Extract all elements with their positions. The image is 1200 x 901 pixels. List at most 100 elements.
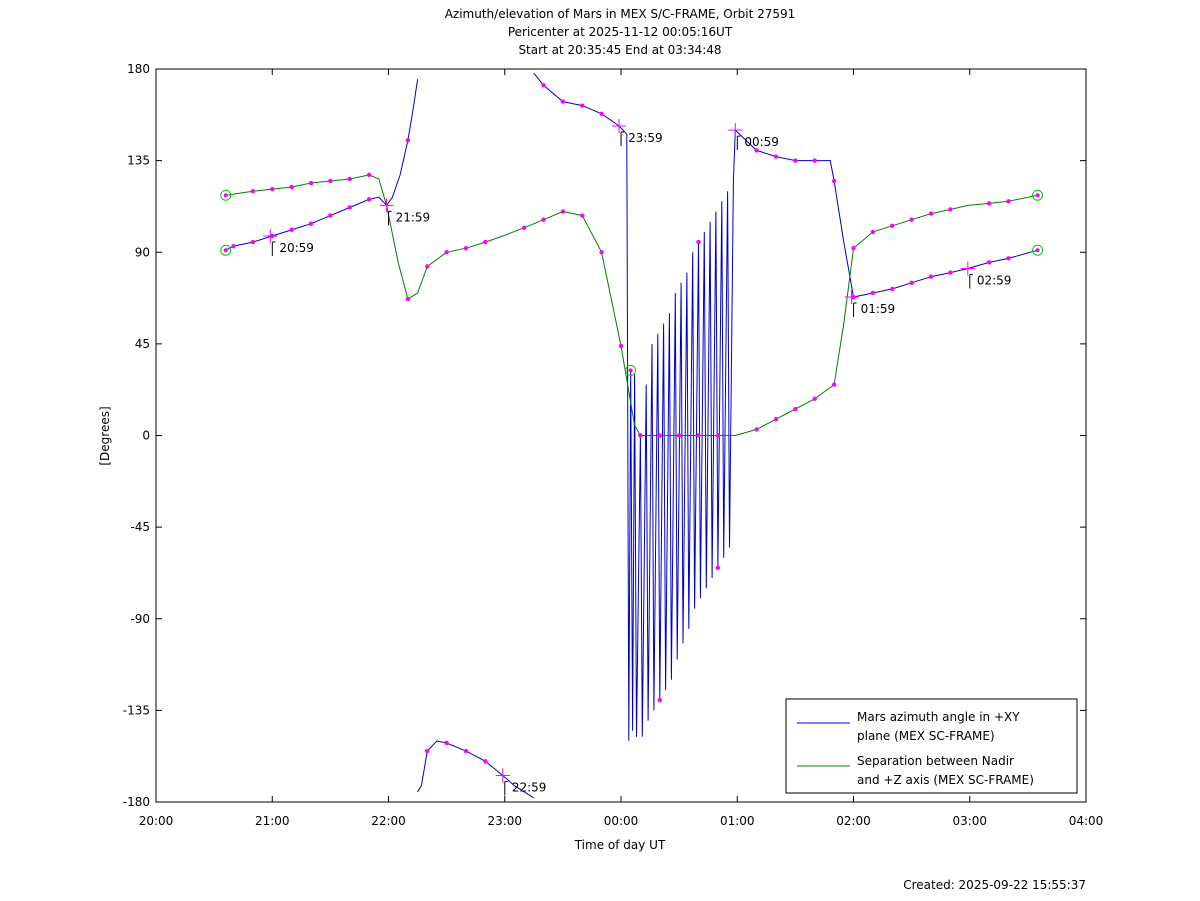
title-line-3: Start at 20:35:45 End at 03:34:48 [518,43,721,57]
hour-marker-tick [504,781,508,796]
endpoint-dot [628,368,633,373]
series-point-separation [851,245,856,251]
series-point-azimuth [328,213,333,218]
series-point-separation [676,433,682,438]
series-point-azimuth [870,290,876,296]
series-point-separation [308,180,314,186]
series-point-azimuth [890,286,895,292]
series-point-separation [270,186,275,192]
series-point-azimuth [250,239,256,245]
series-point-separation [405,296,411,302]
series-point-separation [541,217,546,222]
series-point-azimuth [231,243,236,249]
series-point-separation [463,245,469,251]
series-point-separation [347,176,352,182]
hour-marker-cross [844,290,859,305]
y-tick-label: 90 [135,245,150,259]
series-point-separation [366,172,372,178]
hour-marker-tick [736,135,741,151]
series-point-separation [696,433,701,438]
series-point-azimuth [599,111,604,116]
series-point-azimuth [580,103,585,108]
series-point-separation [890,223,895,228]
series-point-separation [599,250,604,255]
legend-azimuth-line-2: plane (MEX SC-FRAME) [857,729,995,743]
endpoint-circle [1032,189,1044,201]
series-point-separation [831,382,837,387]
series-point-separation [483,239,488,245]
x-tick-label: 20:00 [139,814,174,828]
series-point-separation [793,406,798,412]
series-point-separation [580,213,585,218]
hour-marker-tick [620,131,625,147]
series-point-azimuth [928,274,934,279]
hour-marker-cross [495,768,510,783]
series-point-azimuth [696,239,701,245]
series-point-azimuth [308,221,314,226]
endpoint-dot [223,248,228,253]
hour-marker-tick [271,241,276,256]
hour-marker-cross [379,198,394,213]
series-point-azimuth [1006,256,1011,261]
x-tick-label: 01:00 [720,814,755,828]
series-point-separation [560,209,566,214]
series-point-azimuth [754,148,759,153]
x-tick-label: 04:00 [1069,814,1104,828]
plot-frame [155,68,1087,803]
hour-marker-cross [960,261,975,276]
series-point-separation [425,264,430,269]
y-tick-label: -90 [130,612,150,626]
series-point-azimuth [483,759,488,764]
hour-label: 20:59 [279,241,314,255]
hour-marker-tick [853,302,857,318]
series-point-separation [715,433,721,438]
series-point-azimuth [425,748,430,754]
hour-label: 22:59 [512,781,547,795]
x-tick-label: 03:00 [952,814,987,828]
series-point-separation [328,178,333,184]
series-point-separation [289,184,294,190]
series-point-separation [618,343,624,349]
series-point-separation [909,217,914,222]
hour-label: 21:59 [396,210,431,224]
series-point-azimuth [347,205,352,210]
hour-label: 01:59 [861,302,896,316]
legend: Mars azimuth angle in +XY plane (MEX SC-… [785,698,1078,794]
hour-marker-cross [728,123,743,138]
series-point-azimuth [289,227,294,233]
hour-marker-cross [263,228,278,243]
y-axis: 180 135 90 45 0 -45 -90 -135 -180 [123,62,1086,809]
x-tick-label: 02:00 [836,814,871,828]
x-tick-label: 00:00 [604,814,639,828]
hour-label: 23:59 [628,131,663,145]
series-point-azimuth [812,158,817,163]
y-tick-label: -135 [123,703,150,717]
legend-separation-line-2: and +Z axis (MEX SC-FRAME) [857,773,1034,787]
series-point-azimuth [405,138,411,143]
endpoint-circle [220,244,232,256]
series-point-azimuth [463,748,469,754]
series-point-azimuth [715,565,721,571]
endpoint-circle [625,364,637,376]
series-point-separation [986,201,992,206]
endpoint-circle [220,189,232,201]
hour-marker-cross [612,119,627,134]
series-point-azimuth [909,280,914,285]
series-point-azimuth [773,154,779,159]
y-tick-label: 45 [135,337,150,351]
endpoint-dot [1035,248,1040,253]
title-line-1: Azimuth/elevation of Mars in MEX S/C-FRA… [445,7,796,21]
series-point-separation [812,396,817,402]
x-axis-label: Time of day UT [574,838,666,852]
legend-azimuth-line-1: Mars azimuth angle in +XY [857,710,1020,724]
series-point-separation [754,427,759,432]
x-tick-label: 23:00 [487,814,522,828]
series-point-separation [773,417,779,422]
series-point-separation [928,211,934,216]
y-tick-label: 135 [127,154,150,168]
y-tick-label: -180 [123,795,150,809]
series-point-separation [1006,199,1011,204]
series-point-separation [870,229,876,235]
series-point-azimuth [560,99,566,104]
